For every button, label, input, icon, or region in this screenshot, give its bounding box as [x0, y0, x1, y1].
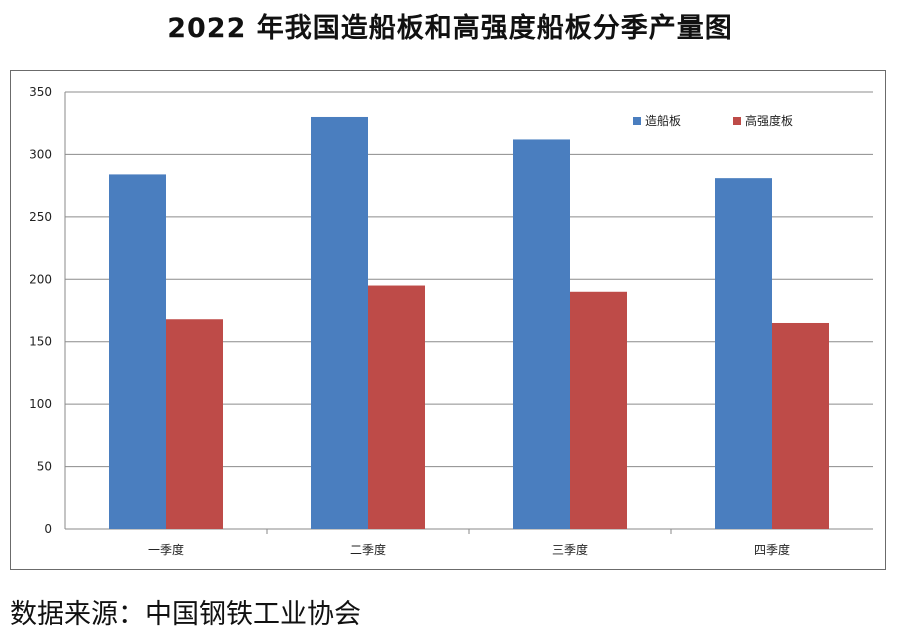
bar-造船板: [715, 178, 772, 529]
x-tick-label: 一季度: [148, 542, 184, 557]
legend-label: 高强度板: [745, 113, 793, 128]
legend-swatch: [633, 117, 641, 125]
y-tick-label: 300: [29, 147, 52, 161]
y-tick-label: 250: [29, 210, 52, 224]
bar-高强度板: [570, 291, 627, 529]
chart-frame: 0 50 100 150 200 250 300 350 一季度 二季度 三季度 四季度 造船板 高强度板: [10, 70, 886, 570]
y-tick-label: 50: [37, 460, 52, 474]
bar-造船板: [513, 139, 570, 529]
bar-高强度板: [772, 322, 829, 529]
bar-造船板: [109, 174, 166, 530]
data-source-note: 数据来源：中国钢铁工业协会: [10, 599, 361, 630]
bar-chart: 0 50 100 150 200 250 300 350 一季度 二季度 三季度 四季度 造船板 高强度板: [29, 85, 873, 557]
legend-label: 造船板: [645, 114, 681, 128]
x-tick-label: 三季度: [552, 542, 588, 557]
x-tick-label: 四季度: [754, 542, 790, 557]
bar-造船板: [311, 116, 368, 529]
bar-高强度板: [368, 285, 425, 529]
y-tick-label: 350: [29, 85, 52, 99]
y-tick-label: 100: [29, 397, 52, 411]
legend-swatch: [733, 117, 741, 125]
y-tick-label: 150: [29, 335, 52, 349]
x-tick-label: 二季度: [350, 542, 386, 557]
y-tick-label: 0: [44, 522, 52, 536]
y-tick-label: 200: [29, 272, 52, 286]
chart-title: 2022 年我国造船板和高强度船板分季产量图: [167, 13, 733, 44]
bar-高强度板: [166, 319, 223, 529]
